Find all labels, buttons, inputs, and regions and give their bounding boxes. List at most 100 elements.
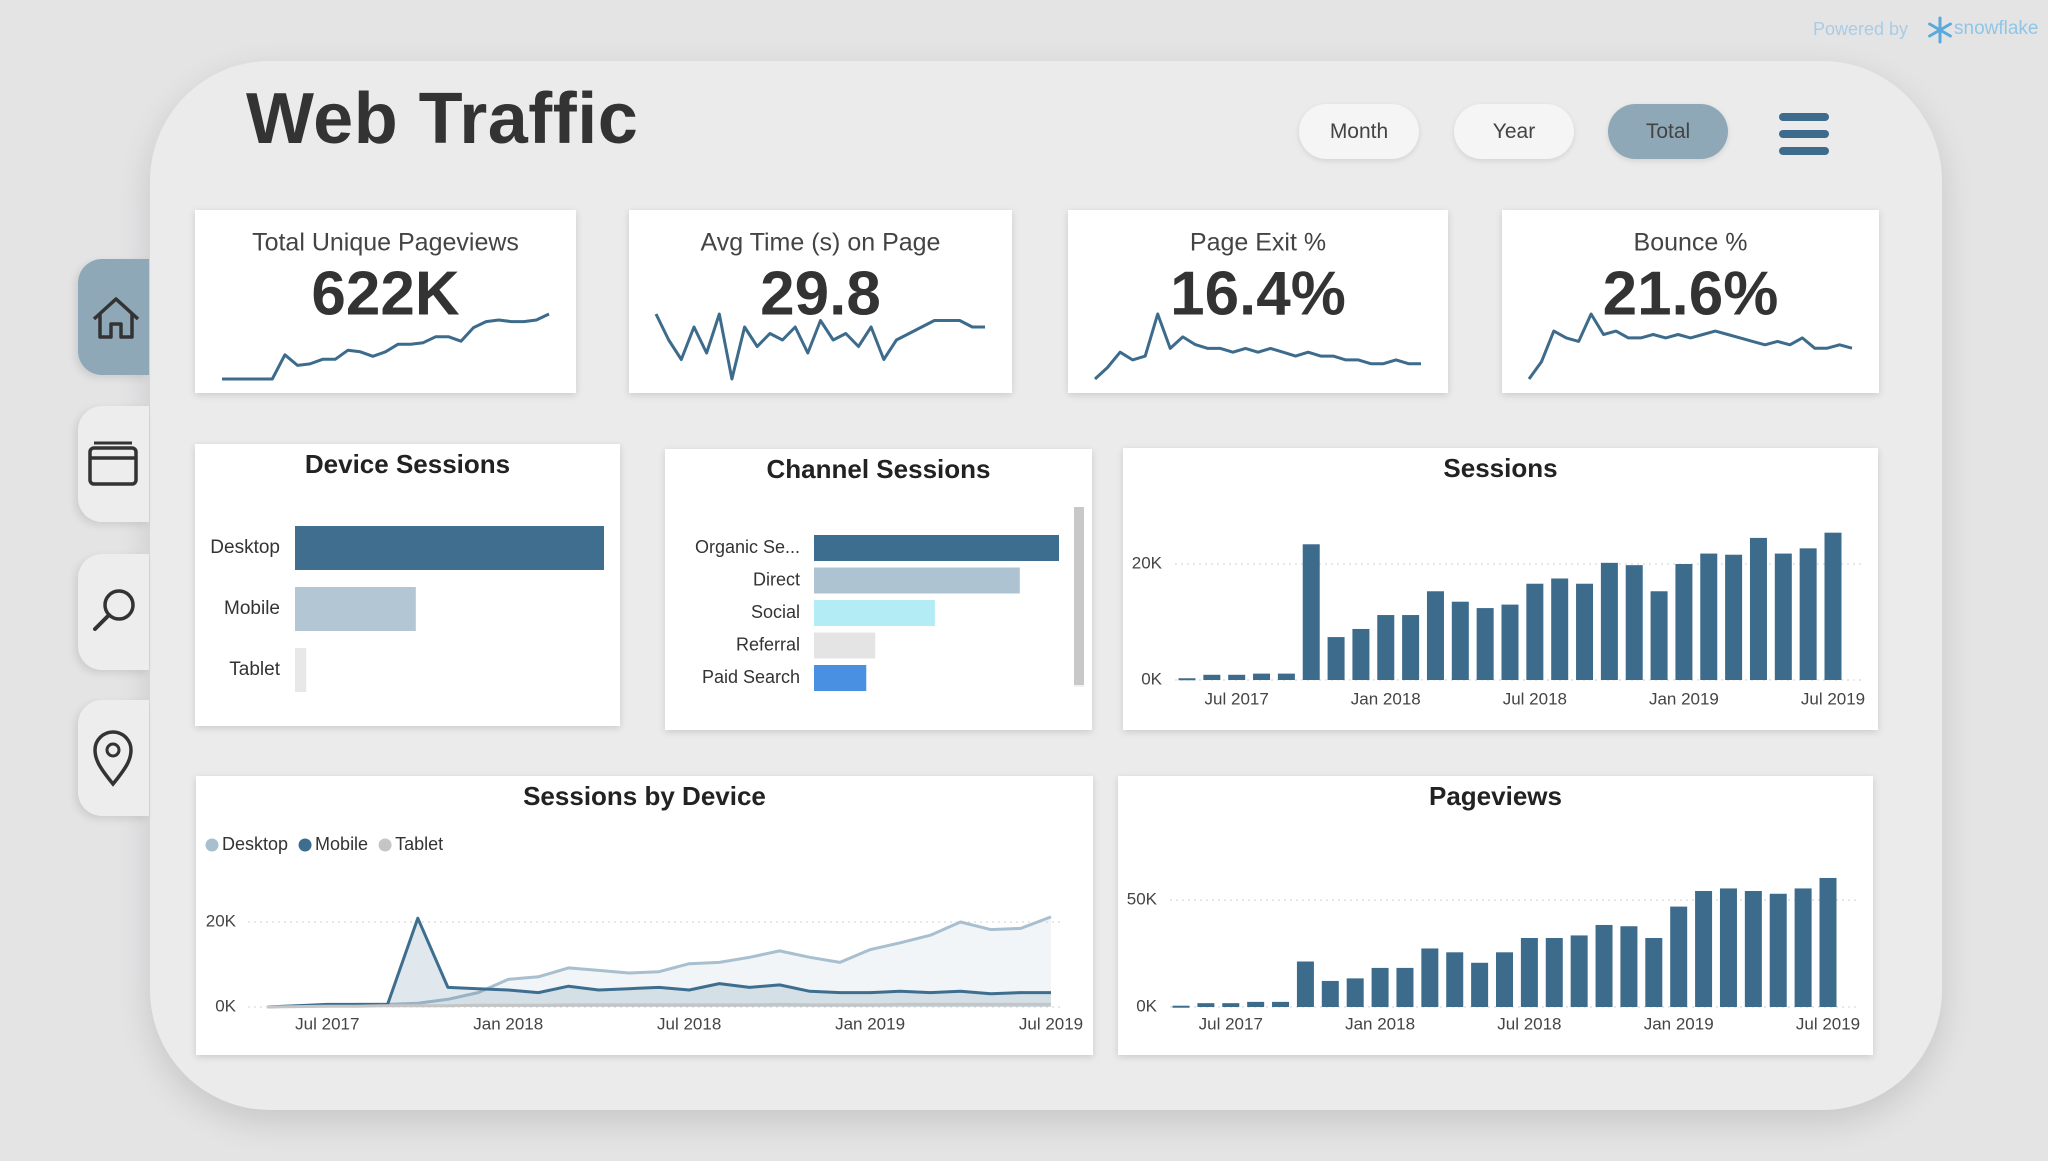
y-tick-label: 50K [1127, 890, 1158, 909]
panel-svg: Bounce %21.6% [1527, 229, 1853, 380]
bar [1625, 565, 1643, 680]
bar [1595, 924, 1613, 1007]
bar [814, 632, 876, 659]
panel-svg: Pageviews 0K 50K Jul 2017 Jan 2018 Jul 2018 Ja… [1127, 781, 1860, 1034]
bar [1172, 1005, 1190, 1008]
nav-search[interactable] [78, 554, 149, 670]
bar [1321, 980, 1339, 1007]
series-line [266, 916, 1051, 1009]
menu-button[interactable] [1776, 110, 1832, 158]
chart-title: Device Sessions [305, 449, 510, 479]
bar [1496, 952, 1513, 1007]
kpi-title: Total Unique Pageviews [252, 229, 519, 257]
bar [814, 665, 867, 691]
bar [1247, 1001, 1265, 1007]
bar [1725, 554, 1743, 680]
legend-marker [298, 838, 312, 852]
y-tick-label: 0K [1141, 669, 1162, 688]
bar [1774, 553, 1792, 680]
bar [295, 587, 416, 631]
bar [1675, 564, 1693, 680]
scroll-thumb[interactable] [1074, 507, 1084, 685]
bar [1769, 893, 1787, 1007]
bar [1346, 978, 1364, 1007]
nav-window[interactable] [78, 406, 149, 522]
bar [1545, 937, 1563, 1007]
chart-title: Sessions by Device [523, 781, 766, 811]
bar [1203, 674, 1221, 680]
nav-location[interactable] [78, 700, 149, 816]
y-tick-label: 0K [1136, 996, 1157, 1015]
bar [1645, 937, 1663, 1007]
bar [1402, 615, 1420, 680]
bar [1253, 673, 1271, 680]
x-tick-label: Jul 2019 [1796, 1014, 1860, 1033]
bar [1600, 562, 1618, 680]
bar [1371, 967, 1389, 1007]
kpi-title: Page Exit % [1190, 229, 1326, 257]
window-icon [88, 441, 138, 486]
bar [1327, 637, 1345, 680]
bar [295, 526, 604, 570]
x-tick-label: Jan 2019 [835, 1014, 905, 1033]
powered-by-text: Powered by [1813, 19, 1908, 39]
legend-label: Mobile [315, 834, 368, 854]
bar [1296, 961, 1314, 1007]
category-label: Desktop [210, 537, 280, 558]
bar [1520, 937, 1538, 1007]
filter-button[interactable]: Year [1454, 104, 1574, 159]
bar [1719, 888, 1737, 1007]
bar [1551, 578, 1569, 680]
filter-button[interactable]: Total [1608, 104, 1728, 159]
category-label: Social [751, 602, 800, 622]
filter-button[interactable]: Month [1299, 104, 1419, 159]
bar [1471, 962, 1489, 1007]
bar [1799, 548, 1817, 680]
kpi-title: Bounce % [1634, 229, 1748, 257]
bar [1302, 544, 1320, 680]
bar [1526, 583, 1544, 680]
x-tick-label: Jan 2018 [1345, 1014, 1415, 1033]
x-tick-label: Jan 2018 [1351, 689, 1421, 708]
bar [1501, 604, 1519, 680]
series-area [267, 918, 1051, 1007]
chart-title: Pageviews [1429, 781, 1562, 811]
bar [814, 600, 935, 626]
y-tick-label: 0K [215, 996, 236, 1015]
kpi-value: 622K [311, 259, 459, 328]
bar [1476, 608, 1494, 680]
x-tick-label: Jul 2018 [1497, 1014, 1561, 1033]
x-tick-label: Jul 2017 [1205, 689, 1269, 708]
chart-title: Channel Sessions [767, 454, 991, 484]
bar [814, 567, 1020, 594]
kpi-value: 21.6% [1603, 259, 1779, 328]
chart-panel: Channel Sessions Organic Se... Direct Socia… [665, 449, 1092, 730]
bar [1178, 678, 1196, 681]
series-line [266, 1002, 1051, 1009]
x-tick-label: Jan 2019 [1649, 689, 1719, 708]
x-tick-label: Jul 2019 [1019, 1014, 1083, 1033]
kpi-value: 29.8 [760, 259, 881, 328]
bar [1277, 673, 1295, 680]
legend-marker [378, 838, 392, 852]
page-title: Web Traffic [246, 79, 639, 159]
bar [1272, 1001, 1290, 1007]
legend-label: Desktop [222, 834, 288, 854]
kpi-card: Page Exit % 16.4% [1068, 210, 1448, 393]
legend-marker [205, 838, 219, 852]
bar [1197, 1003, 1215, 1007]
kpi-card: Avg Time (s) on Page 29.8 [629, 210, 1012, 393]
bar [1222, 1003, 1240, 1007]
bar [1700, 553, 1718, 680]
nav-home[interactable] [78, 259, 149, 375]
panel-svg: Sessions by Device 0K 20K Jul 2017 Jan 2018 J… [205, 781, 1083, 1033]
series-area [267, 916, 1051, 1007]
bar [1620, 926, 1638, 1007]
legend-label: Tablet [395, 834, 443, 854]
category-label: Organic Se... [695, 537, 800, 557]
y-tick-label: 20K [206, 911, 237, 930]
bar [1352, 628, 1370, 680]
bar [1377, 615, 1395, 680]
bar [1819, 877, 1837, 1007]
